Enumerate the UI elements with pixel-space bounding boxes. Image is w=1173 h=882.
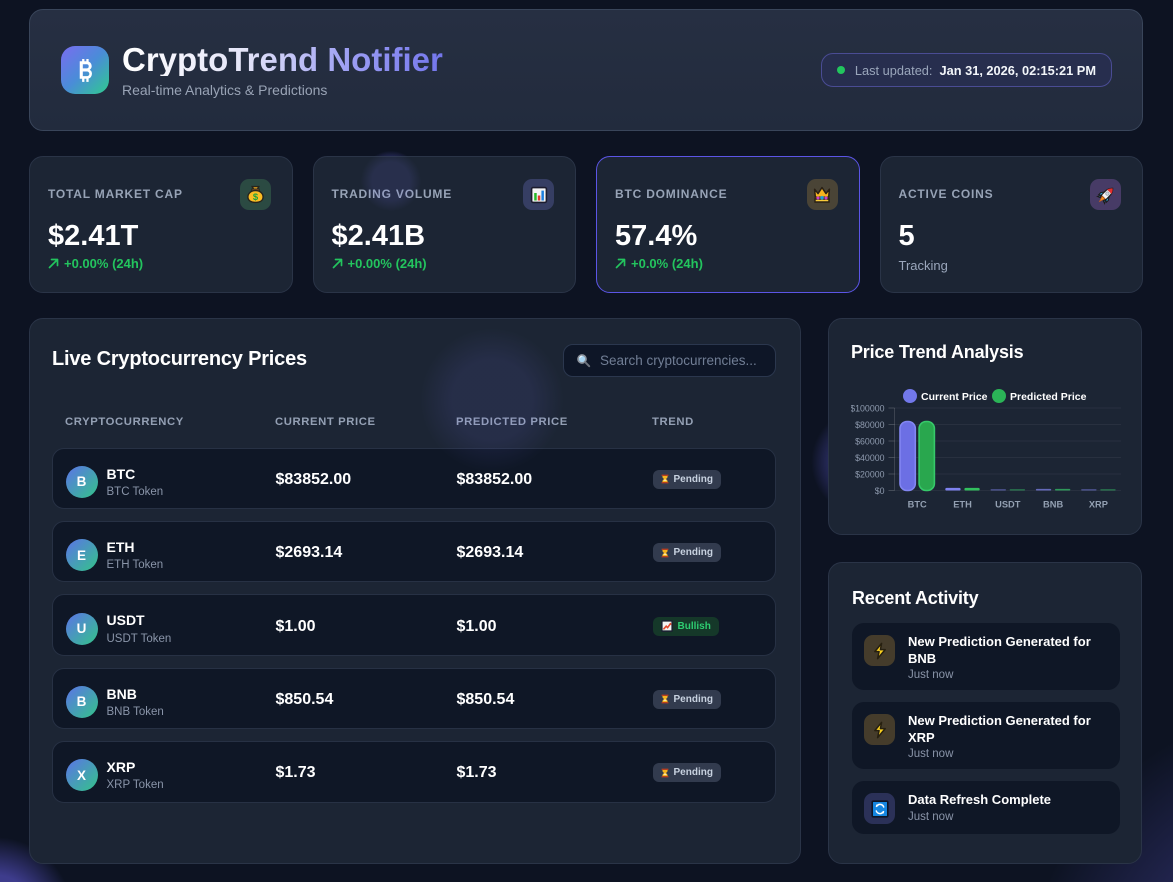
svg-text:Predicted Price: Predicted Price [1010,391,1087,403]
svg-text:$0: $0 [875,486,885,496]
svg-text:XRP: XRP [1089,500,1108,510]
svg-text:$40000: $40000 [855,453,884,463]
svg-text:$100000: $100000 [851,403,885,413]
svg-text:BNB: BNB [1043,500,1063,510]
svg-text:ETH: ETH [953,500,972,510]
svg-text:USDT: USDT [995,500,1021,510]
svg-text:$60000: $60000 [855,436,884,446]
svg-text:BTC: BTC [908,500,927,510]
svg-text:Current Price: Current Price [921,391,988,403]
svg-text:$: $ [252,192,258,203]
svg-text:$80000: $80000 [855,420,884,430]
svg-text:$20000: $20000 [855,469,884,479]
